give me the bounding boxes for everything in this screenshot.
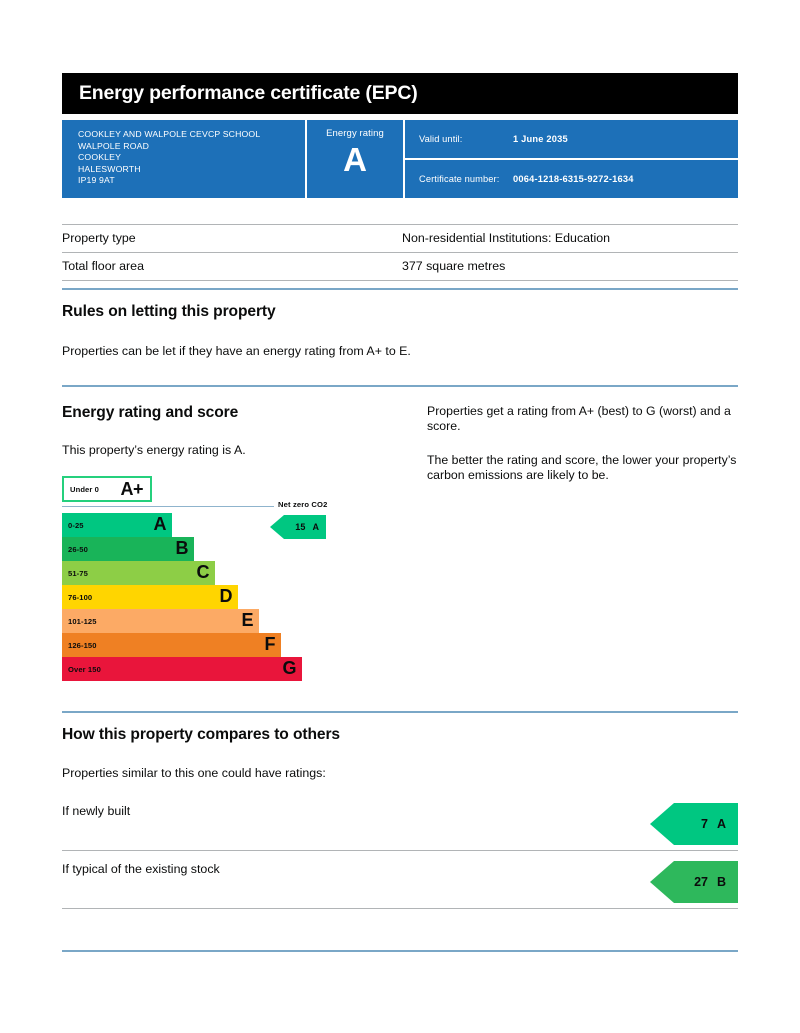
- compare-band: B: [716, 875, 726, 889]
- band-e-letter: E: [241, 610, 253, 630]
- compare-heading: How this property compares to others: [62, 726, 341, 743]
- section-divider: [62, 385, 738, 387]
- compare-score-arrow: 27 B: [650, 861, 738, 903]
- address-line-4: HALESWORTH: [78, 163, 141, 174]
- band-e: 101-125 E: [62, 609, 259, 633]
- compare-row-newly-built: If newly built 7 A: [62, 803, 738, 845]
- compare-score: 7: [701, 817, 708, 831]
- property-type-label: Property type: [62, 231, 136, 245]
- table-row: Total floor area 377 square metres: [62, 253, 738, 281]
- document-title-bar: Energy performance certificate (EPC): [62, 73, 738, 114]
- net-zero-label: Net zero CO2: [278, 500, 328, 509]
- compare-row-existing-stock: If typical of the existing stock 27 B: [62, 861, 738, 903]
- band-aplus: Under 0 A+: [62, 476, 152, 502]
- certificate-meta-panel: Valid until: 1 June 2035 Certificate num…: [405, 120, 738, 198]
- divider: [403, 120, 405, 198]
- row-divider: [62, 908, 738, 909]
- valid-until-value: 1 June 2035: [513, 134, 568, 144]
- band-b-range: 26-50: [68, 545, 88, 554]
- section-divider: [62, 288, 738, 290]
- page-title: Energy performance certificate (EPC): [79, 82, 418, 104]
- floor-area-label: Total floor area: [62, 259, 144, 273]
- certificate-number-row: Certificate number: 0064-1218-6315-9272-…: [405, 160, 738, 198]
- band-e-range: 101-125: [68, 617, 97, 626]
- band-c-letter: C: [196, 562, 210, 582]
- band-c-range: 51-75: [68, 569, 88, 578]
- property-address: COOKLEY AND WALPOLE CEVCP SCHOOL WALPOLE…: [62, 120, 305, 198]
- letting-text: Properties can be let if they have an en…: [62, 344, 411, 358]
- current-score-marker: 15 A: [270, 515, 326, 539]
- floor-area-value: 377 square metres: [402, 259, 506, 273]
- band-f: 126-150 F: [62, 633, 281, 657]
- band-aplus-range: Under 0: [70, 484, 99, 494]
- band-b-letter: B: [175, 538, 189, 558]
- band-a-range: 0-25: [68, 521, 84, 530]
- compare-band: A: [716, 817, 726, 831]
- address-postcode: IP19 9AT: [78, 175, 115, 186]
- divider: [305, 120, 307, 198]
- address-line-1: COOKLEY AND WALPOLE CEVCP SCHOOL: [78, 129, 261, 139]
- band-g-letter: G: [282, 658, 296, 678]
- band-b: 26-50 B: [62, 537, 194, 561]
- property-type-value: Non-residential Institutions: Education: [402, 231, 611, 245]
- net-zero-leader-line: [62, 506, 274, 507]
- address-line-2: WALPOLE ROAD: [78, 140, 149, 151]
- band-c: 51-75 C: [62, 561, 215, 585]
- row-divider: [62, 850, 738, 851]
- band-g: Over 150 G: [62, 657, 302, 681]
- band-d-range: 76-100: [68, 593, 93, 602]
- energy-rating-label: Energy rating: [326, 128, 384, 139]
- section-divider: [62, 950, 738, 952]
- valid-until-row: Valid until: 1 June 2035: [405, 120, 738, 158]
- band-a: 0-25 A: [62, 513, 172, 537]
- band-f-range: 126-150: [68, 641, 97, 650]
- energy-rating-panel: Energy rating A: [307, 120, 403, 198]
- certificate-number-label: Certificate number:: [419, 174, 500, 184]
- band-d-letter: D: [219, 586, 233, 606]
- band-d: 76-100 D: [62, 585, 238, 609]
- rating-aside-2: The better the rating and score, the low…: [427, 453, 737, 483]
- compare-label: If typical of the existing stock: [62, 862, 220, 876]
- current-score-band: A: [312, 522, 320, 532]
- compare-score-arrow: 7 A: [650, 803, 738, 845]
- band-a-letter: A: [153, 514, 167, 534]
- letting-heading: Rules on letting this property: [62, 303, 276, 320]
- certificate-number-value: 0064-1218-6315-9272-1634: [513, 174, 634, 184]
- valid-until-label: Valid until:: [419, 134, 463, 144]
- rating-statement: This property’s energy rating is A.: [62, 443, 246, 457]
- energy-rating-value: A: [343, 141, 367, 178]
- band-aplus-letter: A+: [120, 479, 143, 499]
- current-score-value: 15: [295, 522, 306, 532]
- rating-aside-1: Properties get a rating from A+ (best) t…: [427, 404, 731, 434]
- compare-score: 27: [694, 875, 708, 889]
- compare-label: If newly built: [62, 804, 131, 818]
- property-details-table: Property type Non-residential Institutio…: [62, 224, 738, 281]
- band-f-letter: F: [264, 634, 276, 654]
- band-g-range: Over 150: [68, 665, 101, 674]
- compare-intro: Properties similar to this one could hav…: [62, 766, 326, 780]
- address-line-3: COOKLEY: [78, 152, 122, 163]
- section-divider: [62, 711, 738, 713]
- certificate-summary-band: COOKLEY AND WALPOLE CEVCP SCHOOL WALPOLE…: [62, 120, 738, 198]
- rating-section-heading: Energy rating and score: [62, 404, 239, 421]
- table-row: Property type Non-residential Institutio…: [62, 224, 738, 253]
